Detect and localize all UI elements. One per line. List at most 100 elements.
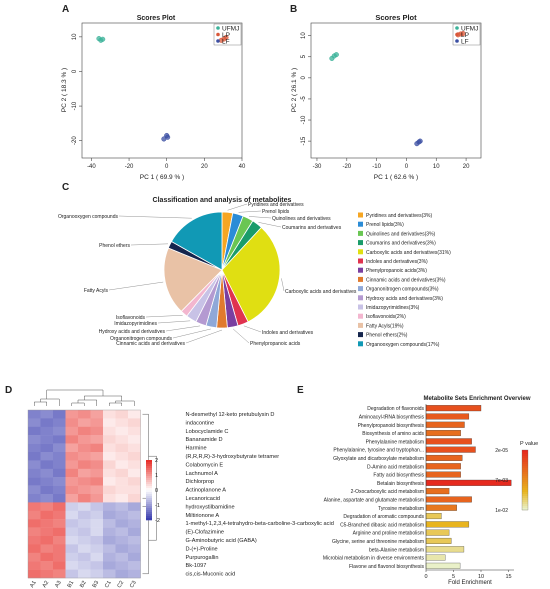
legend-label: UFMJ (222, 26, 239, 33)
heat-cell (115, 494, 129, 503)
leader-line (233, 328, 250, 344)
heat-cell (115, 569, 129, 579)
legend-label: Fatty Acyls(19%) (366, 323, 404, 329)
colorbar-step (146, 514, 152, 517)
pvalue-legend-title: P value (520, 441, 538, 447)
colorbar-step (146, 464, 152, 467)
x-tick-label: -10 (372, 164, 381, 170)
pvalue-gradient-step (522, 490, 528, 493)
heat-cell (40, 435, 54, 444)
bar (425, 496, 472, 503)
heat-frame (27, 409, 141, 579)
scatter-b-ylabel: PC 2 ( 26.1 % ) (291, 68, 298, 112)
pvalue-gradient-step (522, 462, 528, 465)
heat-cell (40, 418, 54, 427)
pvalue-gradient-step (522, 488, 528, 491)
colorbar-step (146, 460, 152, 463)
legend-marker (216, 39, 220, 43)
pvalue-gradient-step (522, 492, 528, 495)
colorbar-step (146, 462, 152, 465)
heat-cell (90, 519, 104, 528)
colorbar-step (146, 502, 152, 505)
pvalue-tick-label: 2e-05 (495, 448, 508, 454)
legend-label: Organooxygen compounds(17%) (366, 342, 440, 348)
leader-line (145, 315, 183, 318)
bar-plot: Degradation of flavonoids Aminoacyl-tRNA … (323, 404, 538, 580)
heat-cell (115, 410, 129, 419)
category-label: Glycine, serine and threonine metabolism (332, 539, 424, 545)
row-label: (R,R,R,R)-3-hydroxybutyrate tetramer (186, 454, 280, 460)
heat-cell (103, 561, 116, 570)
pvalue-gradient-step (522, 456, 528, 459)
heat-cell (53, 426, 66, 436)
legend-label: Pyridines and derivatives(3%) (366, 213, 432, 219)
heat-cell (53, 544, 66, 553)
heat-cell (128, 502, 141, 511)
heat-cell (53, 561, 66, 570)
heat-cell (40, 494, 54, 503)
heat-cell (103, 468, 116, 478)
row-label: hydroxystilbamidine (186, 504, 235, 510)
leader-line (258, 222, 282, 228)
legend-swatch (358, 212, 363, 218)
row-label: Dichlorprop (186, 479, 215, 485)
heat-cell (128, 477, 141, 486)
heat-cell (128, 485, 141, 495)
column-label: B1 (67, 580, 76, 589)
heat-cell (103, 435, 116, 444)
category-label: 2-Oxocarboxylic acid metabolism (351, 489, 424, 495)
heat-cell (65, 494, 79, 503)
colorbar-step (146, 486, 152, 489)
pvalue-gradient-frame (521, 449, 529, 511)
heat-cell (115, 443, 129, 453)
heat-cell (65, 435, 79, 444)
leader-line (172, 328, 211, 339)
heat-cell (65, 536, 79, 545)
colorbar-step (146, 510, 152, 513)
heat-cell (103, 426, 116, 436)
heat-cell (115, 502, 129, 511)
leader-line (227, 203, 248, 211)
heat-cell (115, 510, 129, 520)
heat-cell (65, 552, 79, 562)
leader-line (185, 329, 223, 344)
row-label: Bk-1097 (186, 563, 207, 569)
heat-cell (115, 477, 129, 486)
heat-cell (128, 410, 141, 419)
legend-marker (216, 26, 220, 30)
pvalue-gradient-step (522, 450, 528, 453)
x-tick-label: 0 (405, 164, 409, 170)
pie-title: Classification and analysis of metabolit… (153, 197, 292, 204)
slice-label: Pyridines and derivatives (248, 202, 304, 208)
legend-label: Coumarins and derivatives(3%) (366, 241, 436, 247)
x-tick-label: 10 (478, 574, 484, 580)
colorbar-step (146, 478, 152, 481)
row-label: Lachnumol A (186, 471, 219, 477)
bar (425, 421, 465, 428)
legend-swatch (358, 249, 363, 255)
legend-label: Carboxylic acids and derivatives(31%) (366, 250, 451, 256)
heatmap-plot: N-desmethyl 12-keto pretubulysin D indaco… (27, 389, 334, 589)
heat-cell (128, 494, 141, 503)
heat-cell (115, 418, 129, 427)
heat-cell (90, 410, 104, 419)
category-label: C5-Branched dibasic acid metabolism (340, 522, 424, 528)
legend-label: Phenol ethers(2%) (366, 333, 408, 339)
row-label: Lecanoricacid (186, 496, 221, 502)
slice-label: Coumarins and derivatives (282, 225, 342, 231)
slice-label: Fatty Acyls (84, 288, 109, 294)
column-label: C1 (104, 580, 113, 589)
scatter-b-frame (310, 22, 482, 159)
x-tick-label: 20 (463, 164, 470, 170)
leader-line (238, 210, 262, 213)
x-tick-label: 0 (424, 574, 427, 580)
leader-line (248, 216, 272, 219)
heat-cell (103, 418, 116, 427)
heat-cell (78, 452, 91, 461)
legend-label: Prenol lipids(3%) (366, 222, 404, 228)
slice-label: Quinolines and derivatives (272, 216, 331, 222)
column-label: A1 (29, 580, 38, 589)
scatter-a-title: Scores Plot (137, 15, 176, 22)
row-label: Purpurogallin (186, 555, 219, 561)
